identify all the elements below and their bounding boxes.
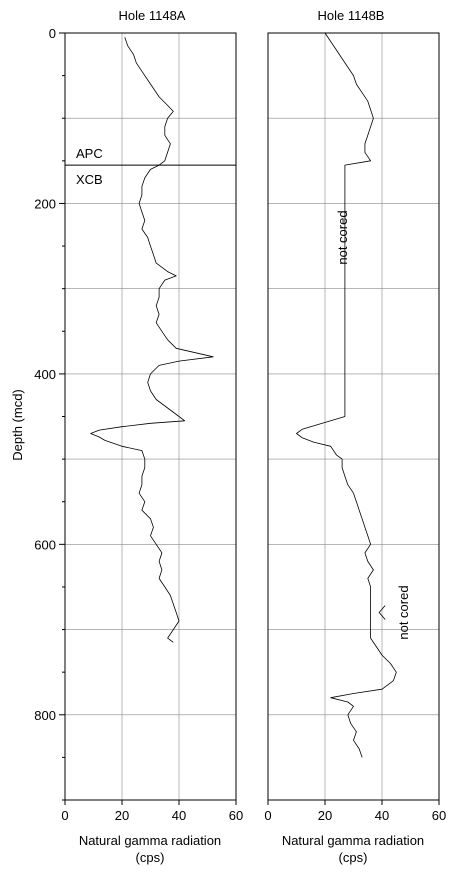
y-tick-label: 600 <box>34 537 56 552</box>
y-tick-label: 400 <box>34 367 56 382</box>
not-cored-annotation-1: not cored <box>335 210 350 264</box>
panel-a-y-ticks: 0 200 400 600 800 <box>34 26 65 801</box>
x-tick-label: 40 <box>375 808 389 823</box>
y-tick-label: 200 <box>34 196 56 211</box>
panel-a-gamma-trace <box>90 37 214 643</box>
panel-b-title: Hole 1148B <box>318 8 385 23</box>
xcb-label: XCB <box>76 172 103 187</box>
panel-a-x-ticks: 0 20 40 60 <box>61 800 243 823</box>
y-tick-label: 0 <box>49 26 56 41</box>
panel-b-frame <box>267 32 440 801</box>
panel-b-gamma-trace <box>296 32 397 758</box>
x-tick-label: 0 <box>61 808 68 823</box>
x-tick-label: 20 <box>318 808 332 823</box>
x-tick-label: 20 <box>115 808 129 823</box>
y-axis-label: Depth (mcd) <box>10 389 25 461</box>
panel-b-x-label-line2: (cps) <box>339 850 368 865</box>
x-tick-label: 60 <box>229 808 243 823</box>
x-tick-label: 60 <box>432 808 446 823</box>
panel-hole-1148b: Hole 1148B 0 20 40 60 not cored not cored N… <box>264 8 446 865</box>
not-cored-arrow <box>378 605 386 620</box>
apc-label: APC <box>76 146 103 161</box>
panel-a-x-label-line1: Natural gamma radiation <box>79 833 221 848</box>
not-cored-annotation-2: not cored <box>396 585 411 639</box>
panel-b-x-ticks: 0 20 40 60 <box>264 800 446 823</box>
panel-b-x-label-line1: Natural gamma radiation <box>282 833 424 848</box>
x-tick-label: 0 <box>264 808 271 823</box>
panel-b-grid <box>268 33 439 800</box>
y-tick-label: 800 <box>34 708 56 723</box>
panel-a-x-label-line2: (cps) <box>136 850 165 865</box>
x-tick-label: 40 <box>172 808 186 823</box>
panel-hole-1148a: Hole 1148A 0 20 40 60 0 200 400 600 800 APC XCB… <box>34 8 243 865</box>
panel-a-title: Hole 1148A <box>119 8 186 23</box>
